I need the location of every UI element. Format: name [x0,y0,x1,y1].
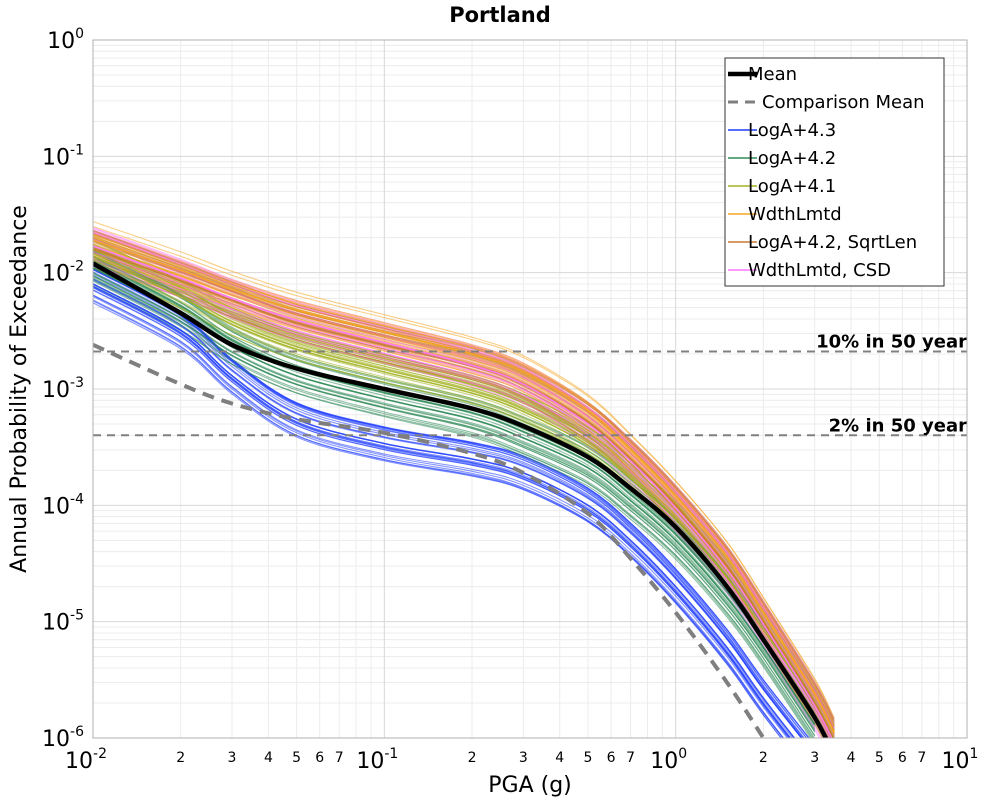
x-minor-tick-label: 2 [759,750,768,766]
x-minor-tick-label: 3 [519,750,528,766]
branch-curve-center [93,254,833,738]
x-minor-tick-label: 6 [898,750,907,766]
branch-curve [93,256,828,738]
plot-frame [92,39,968,739]
x-minor-tick-label: 6 [607,750,616,766]
y-major-tick-label: 10-5 [42,608,84,636]
mean-curves [93,261,829,738]
y-major-tick-label: 10-6 [42,724,84,752]
legend-label: Comparison Mean [762,92,925,113]
y-major-tick-label: 10-3 [42,375,84,403]
x-minor-tick-label: 5 [584,750,593,766]
legend: Mean Comparison Mean LogA+4.3 LogA+4.2 LogA+… [724,57,945,287]
branch-curve [93,245,835,735]
y-major-tick-label: 10-4 [42,491,84,519]
branch-curve [93,289,790,738]
x-major-tick-label: 101 [942,746,979,774]
branch-curve [93,251,831,738]
branch-curve [93,233,835,722]
reference-line-label: 10% in 50 year [816,332,967,353]
branch-curve [93,220,835,720]
branch-curve [93,294,788,738]
legend-label: LogA+4.2, SqrtLen [748,232,917,253]
x-minor-tick-label: 2 [176,750,185,766]
branch-curve [93,272,816,728]
legend-box [724,57,945,287]
x-minor-tick-label: 7 [917,750,926,766]
curve-group [93,220,835,738]
x-major-tick-label: 10-2 [65,746,107,774]
y-axis-label: Annual Probability of Exceedance [7,205,32,573]
y-tick-labels: 100 10-1 10-2 10-3 10-4 10-5 10-6 [42,26,84,752]
legend-label: LogA+4.1 [748,176,836,197]
x-major-tick-label: 100 [650,746,687,774]
legend-label: WdthLmtd, CSD [748,260,891,281]
branch-curve [93,294,785,738]
branch-curve-center [93,239,835,734]
x-axis-label: PGA (g) [488,773,572,798]
branch-curve [93,279,802,738]
comparison-mean-line [93,342,766,738]
x-minor-tick-label: 6 [315,750,324,766]
mean-line [93,261,829,738]
branch-curve-center [93,245,833,738]
y-major-tick-label: 10-2 [42,259,84,287]
reference-line-label: 2% in 50 year [829,415,967,436]
legend-label: LogA+4.3 [748,120,836,141]
branch-curve [93,261,822,738]
legend-items: Mean Comparison Mean LogA+4.3 LogA+4.2 LogA+… [728,64,925,281]
reference-lines: 10% in 50 year 2% in 50 year [93,332,967,437]
y-major-tick-label: 100 [47,26,84,54]
x-minor-tick-label: 7 [335,750,344,766]
x-minor-tick-label: 7 [626,750,635,766]
x-minor-tick-label: 4 [847,750,856,766]
branch-curve [93,285,794,738]
branch-curve [93,269,805,738]
x-major-tick-label: 10-1 [356,746,398,774]
x-minor-tick-label: 3 [228,750,237,766]
x-minor-tick-label: 3 [810,750,819,766]
branch-curve [93,277,816,731]
x-minor-tick-label: 5 [875,750,884,766]
branch-curve [93,295,782,738]
branch-curve [93,234,835,726]
legend-label: WdthLmtd [748,204,842,225]
legend-label: LogA+4.2 [748,148,836,169]
x-minor-tick-label: 4 [264,750,273,766]
x-minor-tick-label: 4 [555,750,564,766]
branch-curve [93,300,784,738]
x-minor-tick-label: 5 [292,750,301,766]
branch-curve [93,273,816,730]
legend-label: Mean [748,64,797,85]
y-major-tick-label: 10-1 [42,142,84,170]
chart-title: Portland [449,3,551,27]
branch-curve [93,260,816,719]
branch-curve [93,284,812,738]
branch-curve [93,279,814,738]
x-minor-tick-label: 2 [468,750,477,766]
